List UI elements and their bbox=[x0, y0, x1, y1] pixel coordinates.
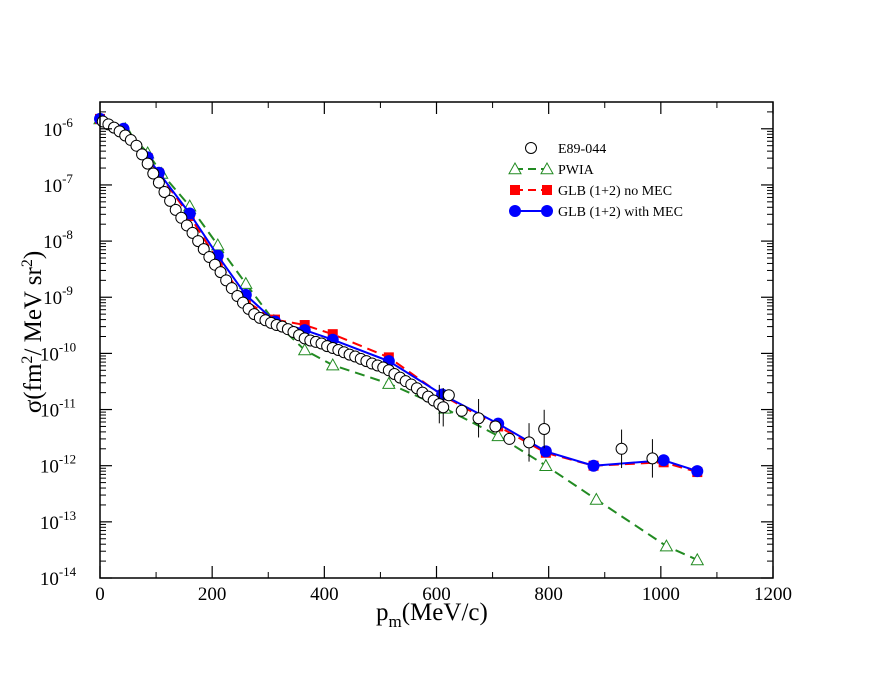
data-point-e89-044 bbox=[164, 194, 177, 207]
data-point-pwia bbox=[659, 539, 674, 552]
legend-marker-pwia bbox=[540, 161, 554, 175]
data-point-e89-044 bbox=[538, 423, 551, 436]
y-tick-label: 10-14 bbox=[40, 564, 77, 590]
y-tick-label: 10-10 bbox=[40, 339, 76, 365]
legend-label-pwia: PWIA bbox=[558, 163, 595, 178]
data-point-glb-with-mec bbox=[657, 454, 670, 467]
x-axis-title-sub: m bbox=[389, 612, 402, 631]
data-point-e89-044 bbox=[503, 432, 516, 445]
y-tick-label: 10-8 bbox=[43, 227, 73, 253]
data-point-e89-044 bbox=[214, 266, 227, 279]
series-e89-044 bbox=[96, 115, 659, 478]
data-point-pwia bbox=[381, 376, 396, 389]
data-point-pwia bbox=[491, 428, 506, 442]
y-axis-title-part1: σ(fm bbox=[20, 363, 47, 413]
y-tick-label: 10-9 bbox=[43, 283, 73, 309]
y-axis-title-part2: / MeV sr bbox=[20, 266, 47, 355]
data-point-e89-044 bbox=[141, 157, 154, 170]
y-tick-label: 10-11 bbox=[40, 396, 76, 422]
data-point-pwia bbox=[325, 358, 340, 371]
series-pwia bbox=[93, 111, 705, 566]
y-tick-label-base: 10 bbox=[40, 401, 59, 422]
data-point-e89-044 bbox=[136, 148, 149, 161]
data-point-e89-044 bbox=[489, 420, 502, 433]
y-tick-label-exponent: -7 bbox=[62, 171, 73, 186]
data-point-e89-044 bbox=[523, 436, 536, 449]
y-axis-title-sup2: 2 bbox=[19, 259, 36, 267]
legend: E89-044 PWIA GLB (1+2) no MEC GLB (1+2) wit… bbox=[508, 142, 683, 220]
legend-marker-glb-no-mec bbox=[510, 185, 520, 195]
legend-marker-glb-with-mec bbox=[509, 205, 521, 217]
series-glb-no-mec bbox=[95, 113, 703, 478]
y-tick-label-base: 10 bbox=[40, 513, 59, 534]
data-point-e89-044 bbox=[615, 442, 628, 455]
legend-label-glb-with-mec: GLB (1+2) with MEC bbox=[558, 205, 683, 220]
y-tick-label-base: 10 bbox=[43, 176, 62, 197]
data-point-e89-044 bbox=[158, 185, 171, 198]
y-tick-label-exponent: -11 bbox=[59, 396, 76, 411]
axis-ticks: 0 200 400 600 800 1000 120010-1410-1310-1210-1… bbox=[40, 101, 792, 605]
x-tick-label: 800 bbox=[534, 584, 563, 605]
series-layer bbox=[93, 111, 705, 566]
legend-marker-pwia bbox=[508, 161, 522, 175]
y-tick-label: 10-7 bbox=[43, 171, 73, 197]
y-tick-label-base: 10 bbox=[40, 569, 59, 590]
plot-frame bbox=[99, 101, 774, 579]
x-tick-label: 0 bbox=[95, 584, 105, 605]
data-point-e89-044 bbox=[130, 139, 143, 152]
y-tick-label-exponent: -13 bbox=[59, 508, 76, 523]
y-axis-title-part3: ) bbox=[20, 251, 47, 259]
y-tick-label-base: 10 bbox=[40, 344, 59, 365]
data-point-pwia bbox=[297, 342, 312, 356]
series-line-glb-with-mec bbox=[99, 117, 698, 473]
data-point-glb-with-mec bbox=[587, 459, 600, 472]
x-tick-label: 200 bbox=[198, 584, 227, 605]
data-point-glb-with-mec bbox=[691, 465, 704, 478]
legend-marker-glb-with-mec bbox=[541, 205, 553, 217]
legend-marker-glb-no-mec bbox=[542, 185, 552, 195]
legend-label-e89-044: E89-044 bbox=[558, 142, 606, 157]
x-axis-title-rest: (MeV/c) bbox=[402, 599, 488, 626]
x-tick-label: 400 bbox=[310, 584, 339, 605]
data-point-glb-with-mec bbox=[539, 445, 552, 458]
y-tick-label-base: 10 bbox=[43, 120, 62, 141]
data-point-e89-044 bbox=[186, 226, 199, 239]
data-point-e89-044 bbox=[442, 389, 455, 402]
x-axis-title: pm(MeV/c) bbox=[376, 599, 488, 631]
y-tick-label-base: 10 bbox=[43, 288, 62, 309]
data-point-e89-044 bbox=[455, 404, 468, 417]
data-point-e89-044 bbox=[152, 176, 165, 189]
y-tick-label-exponent: -14 bbox=[59, 564, 77, 579]
y-tick-label-base: 10 bbox=[40, 457, 59, 478]
y-tick-label-base: 10 bbox=[43, 232, 62, 253]
series-line-glb-no-mec bbox=[99, 118, 698, 474]
y-tick-label: 10-6 bbox=[43, 115, 73, 141]
x-tick-label: 1200 bbox=[754, 584, 792, 605]
y-tick-label-exponent: -12 bbox=[59, 452, 76, 467]
y-axis-title-sup1: 2 bbox=[19, 356, 36, 364]
data-point-pwia bbox=[589, 492, 604, 505]
series-glb-with-mec bbox=[94, 112, 704, 478]
data-point-pwia bbox=[539, 458, 553, 471]
y-tick-label: 10-13 bbox=[40, 508, 76, 534]
data-point-e89-044 bbox=[472, 412, 485, 425]
data-point-pwia bbox=[690, 552, 705, 566]
x-axis-title-base: p bbox=[376, 599, 389, 626]
data-point-e89-044 bbox=[437, 401, 450, 414]
y-tick-label-exponent: -8 bbox=[62, 227, 73, 242]
y-tick-label-exponent: -10 bbox=[59, 339, 76, 354]
data-point-e89-044 bbox=[147, 167, 160, 180]
y-tick-label-exponent: -9 bbox=[62, 283, 73, 298]
legend-marker-e89-044 bbox=[525, 142, 537, 154]
x-tick-label: 600 bbox=[422, 584, 451, 605]
x-tick-label: 1000 bbox=[642, 584, 680, 605]
data-point-e89-044 bbox=[646, 452, 659, 465]
y-tick-label: 10-12 bbox=[40, 452, 76, 478]
data-point-pwia bbox=[238, 276, 253, 289]
y-tick-label-exponent: -6 bbox=[62, 115, 73, 130]
y-axis-title: σ(fm2/ MeV sr2) bbox=[19, 251, 47, 413]
legend-label-glb-no-mec: GLB (1+2) no MEC bbox=[558, 184, 672, 199]
